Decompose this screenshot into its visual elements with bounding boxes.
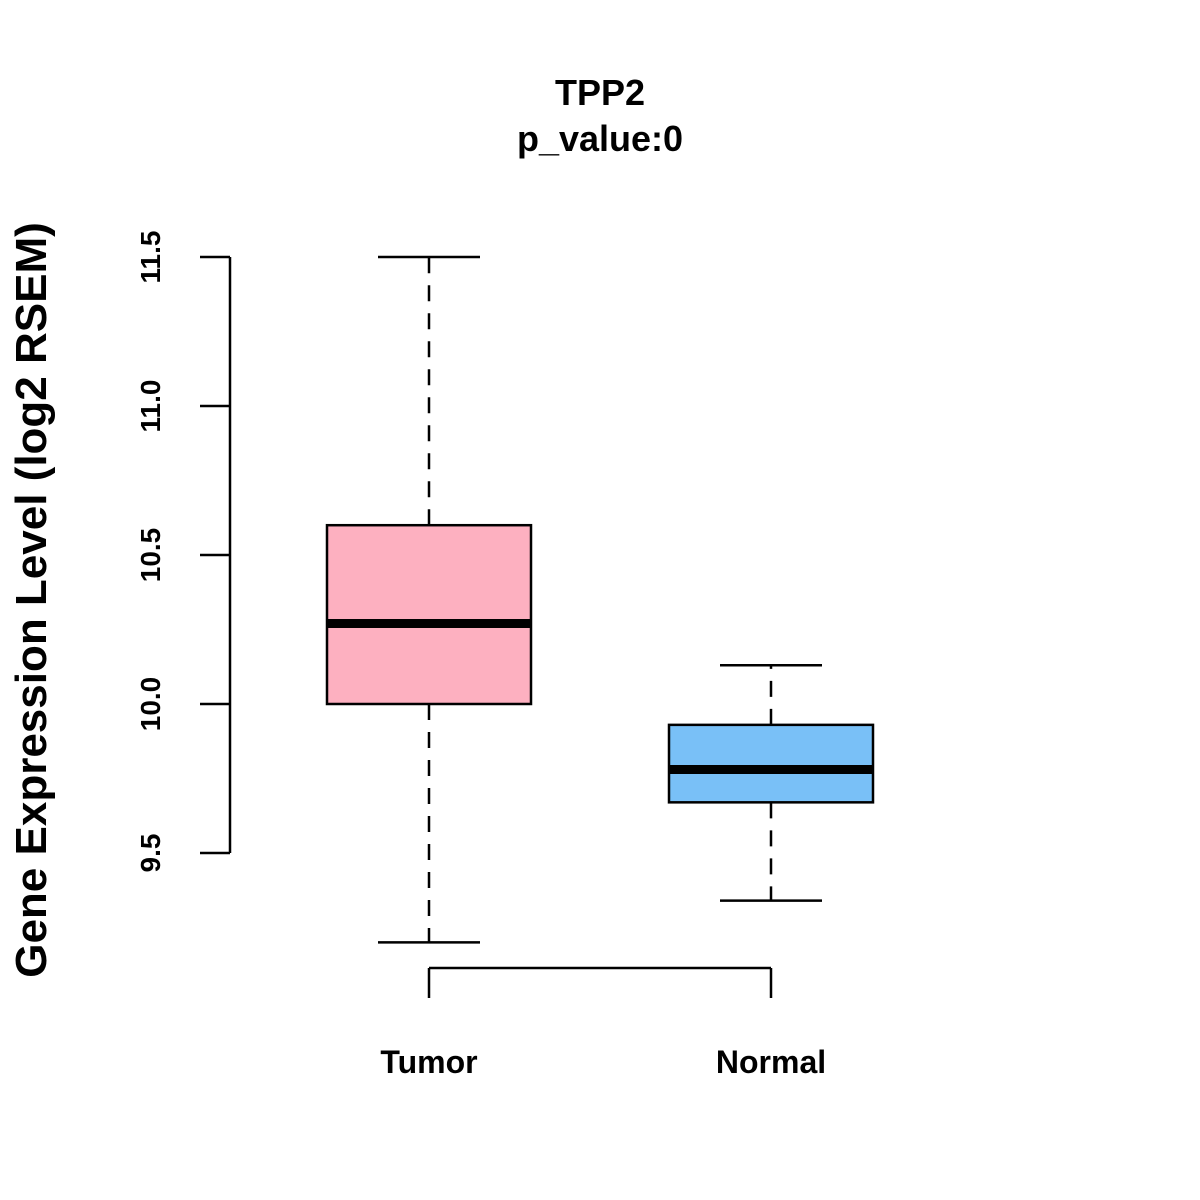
y-axis-label: Gene Expression Level (log2 RSEM) [7, 222, 56, 978]
box-body [667, 723, 875, 804]
chart-title: TPP2 [555, 72, 645, 113]
y-tick-label: 10.5 [135, 528, 166, 583]
box-body [325, 523, 533, 706]
chart-subtitle: p_value:0 [517, 118, 683, 159]
category-labels: Tumor Normal [380, 1044, 826, 1080]
y-tick-label: 10.0 [135, 677, 166, 732]
y-axis: 9.5 10.0 10.5 11.0 11.5 [135, 231, 232, 873]
y-tick-label: 11.0 [135, 380, 166, 433]
box-tumor [325, 255, 533, 944]
boxes-group [325, 255, 875, 944]
category-label-tumor: Tumor [380, 1044, 477, 1080]
category-label-normal: Normal [716, 1044, 826, 1080]
y-tick-label: 9.5 [135, 834, 166, 873]
y-tick-label: 11.5 [135, 231, 166, 284]
comparison-bracket [427, 966, 773, 998]
box-normal [667, 664, 875, 902]
